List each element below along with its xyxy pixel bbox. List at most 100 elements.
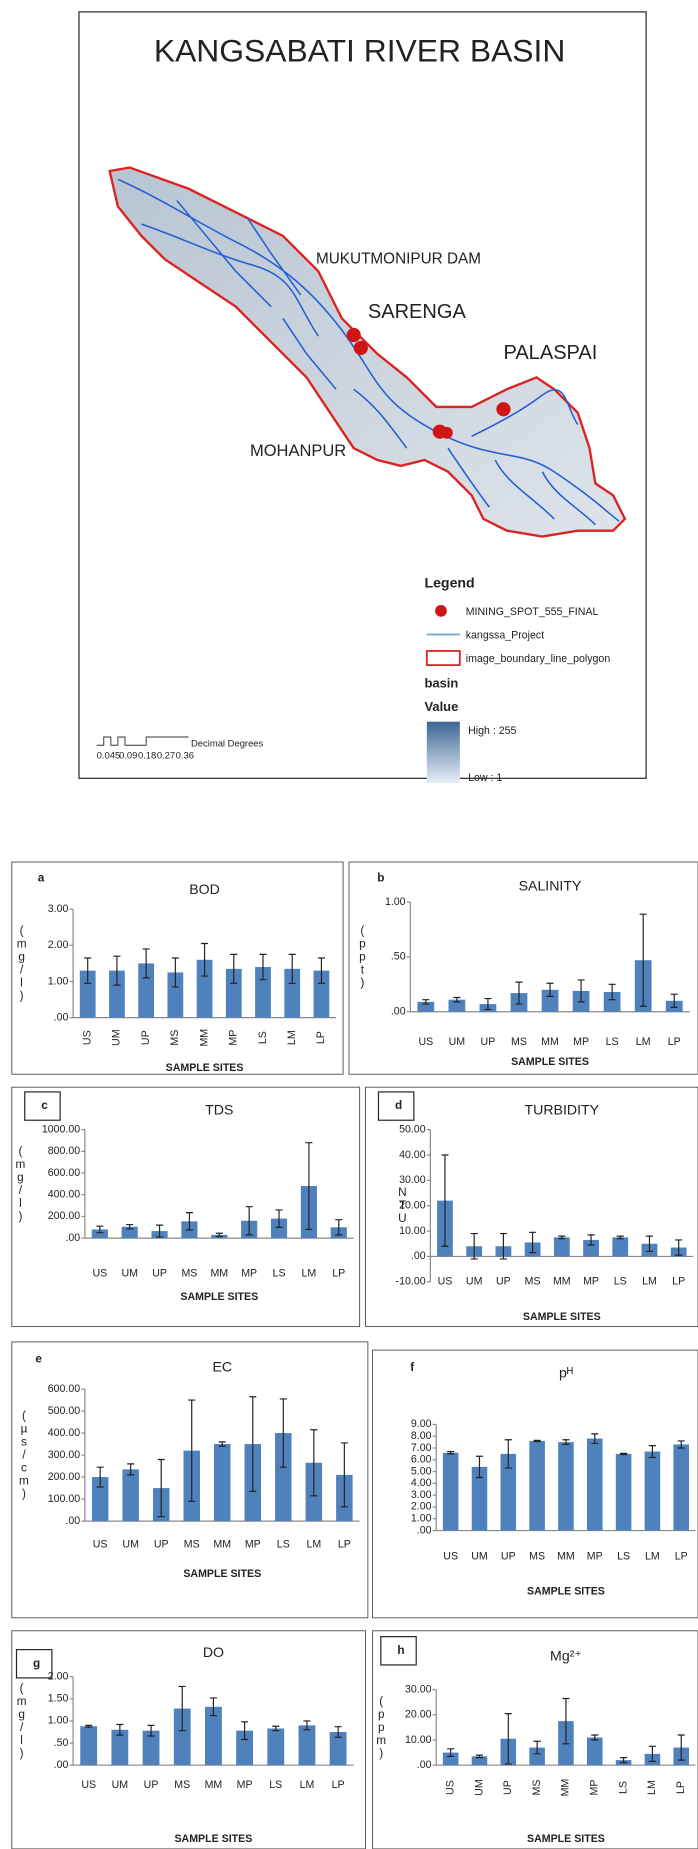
x-tick-label: LP [332,1779,345,1791]
y-tick-label: 2.00 [48,939,69,951]
x-tick-label: US [438,1276,453,1288]
x-tick-label: UP [154,1538,169,1550]
chart-title: BOD [189,881,220,897]
x-tick-label: US [443,1550,458,1562]
x-axis-label: SAMPLE SITES [523,1311,601,1323]
y-axis-label: (mg/l) [15,1682,28,1760]
x-tick-label: LP [675,1550,688,1562]
x-tick-label: UP [496,1276,511,1288]
bar [587,1439,603,1531]
y-tick-label: .00 [65,1515,80,1527]
error-bar [534,1440,541,1441]
y-axis-label: (ppt) [356,924,369,989]
panel-letter: h [397,1644,404,1657]
x-tick-label: US [93,1538,108,1550]
chart-panel: gDO.00.501.001.502.00(mg/l)USUMUPMSMMMPL… [12,1631,366,1849]
legend-label: kangssa_Project [466,629,544,641]
panel-letter: f [410,1361,414,1374]
y-tick-label: .00 [54,1011,69,1023]
scale-label: 0.09 [119,749,137,760]
x-tick-label: LS [273,1267,286,1279]
legend-label: image_boundary_line_polygon [466,653,611,665]
x-tick-label: LS [617,1781,629,1794]
chart-title: TDS [205,1102,233,1118]
x-axis-label: SAMPLE SITES [527,1586,605,1598]
chart-title: EC [212,1359,232,1375]
legend-low: Low : 1 [468,772,502,784]
legend-title: Legend [424,574,474,590]
page: KANGSABATI RIVER BASIN MUKUTMONIPUR DAM … [0,0,698,1849]
x-tick-label: UP [502,1780,514,1795]
x-tick-label: MM [553,1276,571,1288]
x-tick-label: LM [645,1550,660,1562]
bar [122,1469,138,1521]
x-tick-label: MM [560,1779,572,1797]
panel-letter: a [38,872,45,885]
x-tick-label: LP [338,1538,351,1550]
y-tick-label: 1000.00 [42,1123,80,1135]
bar [612,1237,628,1256]
x-tick-label: MM [541,1036,559,1048]
place-label: PALASPAI [503,342,597,364]
y-tick-label: 200.00 [48,1471,81,1483]
x-tick-label: LP [675,1781,687,1794]
figure: KANGSABATI RIVER BASIN MUKUTMONIPUR DAM … [0,0,698,1849]
y-axis-label: (mg/l) [14,1145,27,1223]
x-tick-label: UM [122,1538,139,1550]
y-tick-label: 2.00 [411,1501,432,1513]
y-tick-label: 200.00 [48,1210,81,1222]
bar [645,1452,661,1531]
x-tick-label: LS [257,1031,269,1044]
legend-layer: basin [424,675,458,690]
y-axis-label: (ppm) [375,1695,388,1760]
y-tick-label: .00 [417,1759,432,1771]
legend-field: Value [424,699,458,714]
x-tick-label: UM [111,1029,123,1046]
y-tick-label: 20.00 [405,1709,432,1721]
y-tick-label: 2.00 [48,1671,69,1683]
x-tick-label: LS [269,1779,282,1791]
y-tick-label: 800.00 [48,1145,81,1157]
y-tick-label: 10.00 [405,1734,432,1746]
x-tick-label: MS [181,1267,197,1279]
scale-label: 0.045 [97,749,121,760]
x-axis-label: SAMPLE SITES [183,1568,261,1580]
x-tick-label: LS [606,1036,619,1048]
x-tick-label: MP [241,1267,257,1279]
x-tick-label: LM [300,1779,315,1791]
panel-letter: e [35,1353,42,1366]
x-tick-label: UM [473,1779,485,1796]
x-tick-label: US [82,1030,94,1045]
bar [214,1444,230,1521]
y-tick-label: 400.00 [48,1189,81,1201]
x-tick-label: MS [169,1030,181,1046]
x-tick-label: LS [277,1538,290,1550]
x-tick-label: LM [302,1267,317,1279]
panel-letter: g [33,1657,40,1670]
x-tick-label: UP [144,1779,159,1791]
legend-symbol [435,605,447,617]
x-tick-label: MP [245,1538,261,1550]
bar [299,1725,316,1765]
y-tick-label: 1.00 [48,1715,69,1727]
y-axis-label: (µs/cm) [17,1410,30,1501]
bar [267,1728,284,1765]
x-tick-label: MP [228,1030,240,1046]
chart-title: SALINITY [519,878,582,894]
panel-letter: b [377,872,384,885]
x-tick-label: MM [205,1779,223,1791]
map: KANGSABATI RIVER BASIN MUKUTMONIPUR DAM … [79,12,646,784]
bar [558,1442,574,1530]
place-label: MOHANPUR [250,442,346,460]
x-tick-label: MS [529,1550,545,1562]
y-tick-label: 100.00 [48,1493,81,1505]
y-tick-label: 3.00 [48,903,69,915]
y-tick-label: 1.00 [411,1513,432,1525]
chart-title: pᴴ [559,1364,573,1380]
bar [80,1726,97,1765]
place-label: MUKUTMONIPUR DAM [316,251,481,268]
bar [554,1237,570,1256]
